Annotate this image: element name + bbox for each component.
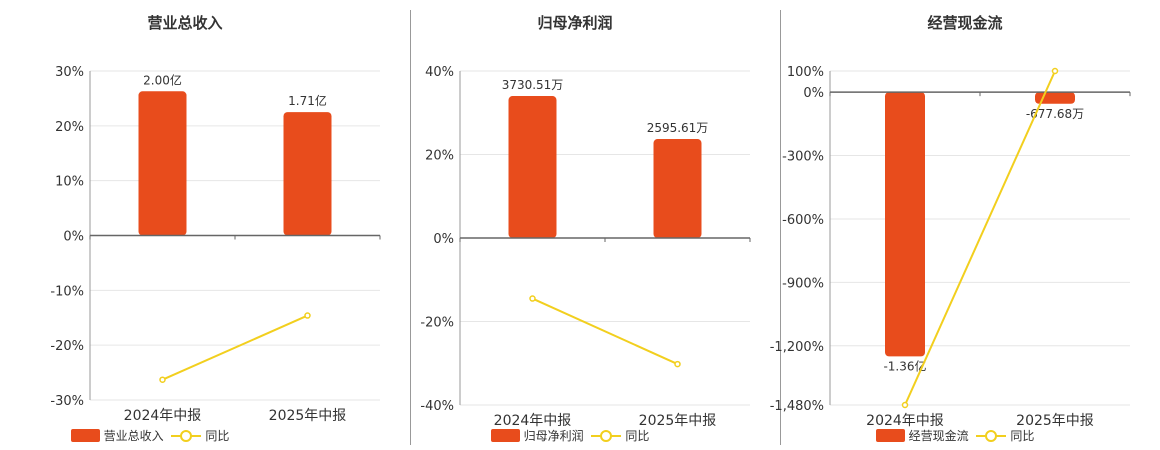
chart-svg-revenue: 30% 20% 10% 0% -10% -20% -30% 2.00亿 1.71亿 2024年中报… [50,65,381,424]
y-tick-label: -20% [50,339,84,354]
y-tick-label: 20% [425,149,454,164]
y-tick-label: -300% [782,150,824,165]
chart-svg-net-profit: 40% 20% 0% -20% -40% 3730.51万 2595.61万 2024年中报 2… [420,65,751,429]
legend-label-line: 同比 [205,429,230,443]
legend-item-line[interactable]: 同比 [976,427,1034,444]
legend-label-line: 同比 [625,429,650,443]
y-tick-label: 20% [55,120,84,135]
chart-legend: 经营现金流 同比 [780,427,1130,444]
legend-swatch-bar [70,429,100,442]
x-category-label: 2025年中报 [639,413,717,429]
yoy-line [162,314,308,381]
y-tick-label: -40% [420,399,454,414]
y-tick-label: 40% [425,65,454,80]
data-label: 2.00亿 [143,72,182,87]
legend-swatch-line [171,429,202,442]
y-tick-label: -30% [50,394,84,409]
x-category-label: 2025年中报 [269,408,347,424]
yoy-point [901,401,909,409]
legend-label-bar: 归母净利润 [523,429,584,443]
legend-label-line: 同比 [1010,429,1035,443]
y-tick-label: -20% [420,316,454,331]
data-label: -677.68万 [1026,107,1084,121]
legend-swatch-line [591,429,622,442]
yoy-point [304,312,311,319]
y-tick-label: -10% [50,284,84,299]
chart-title: 归母净利润 [537,14,613,32]
chart-panel-revenue: 营业总收入 30% 20% 10% 0% -10% -20% -30% 2.00亿 1.71亿 2… [0,0,381,450]
yoy-point [1051,67,1059,75]
chart-svg-cash-flow: 100% 0% -300% -600% -900% -1,200% -1,480% -1.36… [770,65,1131,429]
bar [653,139,702,238]
y-tick-label: 0% [63,230,84,245]
data-label: 1.71亿 [288,93,327,108]
yoy-point [674,360,681,368]
chart-panel-net-profit: 归母净利润 40% 20% 0% -20% -40% 3730.51万 2595.61万 20… [390,0,760,450]
legend-item-line[interactable]: 同比 [591,427,649,444]
chart-legend: 归母净利润 同比 [390,427,750,444]
y-tick-label: -600% [782,213,824,228]
bar [138,91,187,236]
panel-divider [410,10,411,445]
legend-item-bar[interactable]: 归母净利润 [490,427,584,444]
y-tick-label: 100% [787,65,824,80]
yoy-point [529,295,536,302]
panel-divider [780,10,781,445]
yoy-point [159,376,166,383]
legend-swatch-bar [490,429,520,442]
bar [283,112,332,236]
x-category-label: 2024年中报 [124,408,202,424]
legend-item-line[interactable]: 同比 [171,427,229,444]
y-tick-label: -900% [782,276,824,291]
legend-swatch-line [976,429,1007,442]
bar [508,96,557,238]
yoy-line [532,297,678,365]
legend-item-bar[interactable]: 营业总收入 [70,427,164,444]
bar [885,92,925,357]
chart-title: 营业总收入 [147,14,223,32]
legend-label-bar: 营业总收入 [103,429,164,443]
legend-item-bar[interactable]: 经营现金流 [875,427,969,444]
y-tick-label: -1,480% [770,399,824,414]
x-category-label: 2024年中报 [866,413,944,429]
y-tick-label: 30% [55,65,84,80]
x-category-label: 2024年中报 [494,413,572,429]
legend-label-bar: 经营现金流 [908,429,969,443]
y-tick-label: -1,200% [770,340,824,355]
data-label: 2595.61万 [647,121,709,135]
y-tick-label: 0% [433,232,454,247]
chart-title: 经营现金流 [927,14,1003,32]
chart-legend: 营业总收入 同比 [10,427,290,444]
y-tick-label: 10% [55,175,84,190]
yoy-line [904,70,1056,406]
data-label: -1.36亿 [883,358,926,373]
chart-panel-cash-flow: 经营现金流 100% 0% -300% -600% -900% -1,200% -1,480… [770,0,1150,450]
y-tick-label: 0% [803,86,824,101]
data-label: 3730.51万 [502,78,564,92]
legend-swatch-bar [875,429,905,442]
x-category-label: 2025年中报 [1016,413,1094,429]
